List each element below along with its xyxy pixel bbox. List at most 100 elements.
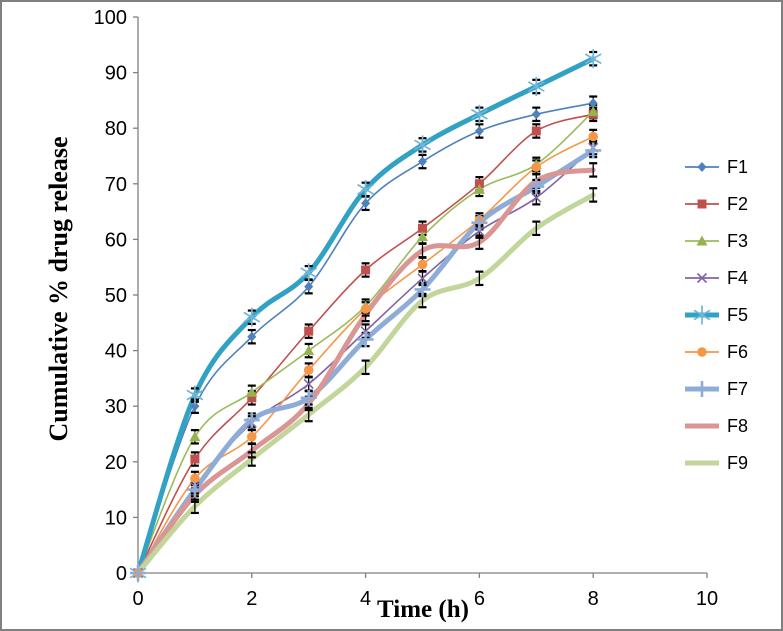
square-marker-icon (304, 326, 314, 336)
square-marker-icon (190, 454, 200, 464)
y-tick-label: 60 (105, 229, 127, 251)
plus-marker-icon (471, 214, 488, 231)
diamond-marker-icon (247, 331, 257, 342)
x-marker-icon (417, 273, 428, 284)
legend-label: F1 (727, 156, 749, 177)
legend-label: F2 (727, 193, 749, 214)
asterisk-marker-icon (300, 263, 318, 283)
asterisk-marker-icon (243, 307, 261, 327)
diamond-marker-icon (697, 161, 707, 172)
diamond-marker-icon (588, 98, 598, 109)
legend-marker-f5 (685, 305, 719, 324)
plus-marker-icon (130, 565, 146, 581)
x-tick-label: 4 (360, 588, 371, 610)
legend-item-f8: F8 (682, 407, 748, 444)
legend-label: F9 (727, 452, 749, 473)
square-marker-icon (361, 265, 371, 275)
series-line-f6 (137, 135, 594, 574)
plus-marker-icon (528, 178, 545, 195)
legend-marker-f3 (685, 235, 719, 245)
circle-marker-icon (360, 304, 371, 314)
x-tick-label: 6 (474, 588, 485, 610)
y-tick-label: 50 (105, 285, 127, 307)
diamond-marker-icon (474, 125, 484, 136)
chart-legend: F1 F2 F3 F4 F5 F6 F7 F8 F9 (682, 148, 748, 481)
circle-marker-icon (531, 162, 542, 172)
x-axis-title: Time (h) (377, 596, 469, 623)
diamond-marker-icon (418, 156, 427, 167)
x-marker-icon (696, 272, 708, 283)
legend-marker-f1 (685, 161, 719, 172)
square-marker-icon (531, 126, 541, 136)
legend-item-f7: F7 (682, 370, 748, 407)
y-tick-label: 20 (105, 452, 127, 474)
triangle-marker-icon (417, 231, 428, 242)
legend-label: F8 (727, 415, 749, 436)
circle-marker-icon (303, 365, 314, 375)
legend-label: F6 (727, 341, 749, 362)
series-line-f7 (135, 147, 596, 576)
legend-marker-f8 (685, 423, 719, 428)
square-marker-icon (474, 179, 484, 189)
plus-marker-icon (300, 389, 317, 406)
asterisk-marker-icon (527, 77, 545, 96)
y-tick-label: 30 (105, 396, 127, 418)
legend-item-f5: F5 (682, 296, 748, 333)
circle-marker-icon (417, 259, 428, 270)
triangle-marker-icon (473, 183, 485, 194)
asterisk-marker-icon (693, 305, 711, 324)
triangle-marker-icon (189, 431, 201, 442)
asterisk-marker-icon (186, 385, 204, 405)
y-tick-label: 40 (105, 341, 127, 363)
legend-label: F5 (727, 304, 749, 325)
x-marker-icon (531, 192, 542, 203)
diamond-marker-icon (361, 198, 371, 209)
y-tick-label: 0 (116, 563, 127, 585)
diamond-marker-icon (531, 109, 541, 120)
legend-item-f3: F3 (682, 222, 748, 259)
y-tick-label: 80 (105, 118, 127, 140)
diamond-marker-icon (190, 401, 200, 412)
plus-marker-icon (694, 380, 710, 397)
triangle-marker-icon (303, 345, 315, 356)
y-tick-label: 90 (105, 63, 127, 85)
circle-marker-icon (588, 131, 598, 142)
x-tick-label: 10 (696, 588, 718, 610)
y-axis-title: Cumulative % drug release (44, 136, 73, 442)
legend-item-f6: F6 (682, 333, 748, 370)
asterisk-marker-icon (414, 135, 431, 155)
x-marker-icon (360, 326, 371, 337)
legend-item-f9: F9 (682, 444, 748, 481)
error-bars (190, 50, 598, 515)
legend-label: F7 (727, 378, 749, 399)
x-marker-icon (474, 225, 485, 237)
y-tick-label: 100 (94, 7, 127, 29)
y-tick-label: 10 (105, 507, 127, 529)
plus-marker-icon (585, 142, 602, 159)
square-marker-icon (418, 223, 427, 233)
square-marker-icon (697, 199, 707, 208)
circle-marker-icon (247, 431, 257, 442)
plus-marker-icon (414, 281, 431, 298)
plus-marker-icon (357, 331, 374, 348)
square-marker-icon (247, 393, 257, 403)
legend-marker-f4 (685, 272, 719, 283)
legend-item-f4: F4 (682, 259, 748, 296)
diamond-marker-icon (304, 281, 314, 292)
asterisk-marker-icon (357, 179, 375, 199)
y-tick-label: 70 (105, 174, 127, 196)
x-marker-icon (303, 378, 314, 390)
legend-item-f1: F1 (682, 148, 748, 185)
legend-item-f2: F2 (682, 185, 748, 222)
plus-marker-icon (243, 412, 260, 429)
circle-marker-icon (697, 346, 707, 357)
x-tick-label: 2 (246, 588, 257, 610)
x-tick-label: 0 (132, 588, 143, 610)
triangle-marker-icon (246, 386, 258, 397)
triangle-marker-icon (696, 235, 708, 245)
circle-marker-icon (190, 473, 200, 484)
series-line-f9 (135, 192, 596, 576)
legend-marker-f9 (685, 460, 719, 465)
x-tick-label: 8 (588, 588, 599, 610)
